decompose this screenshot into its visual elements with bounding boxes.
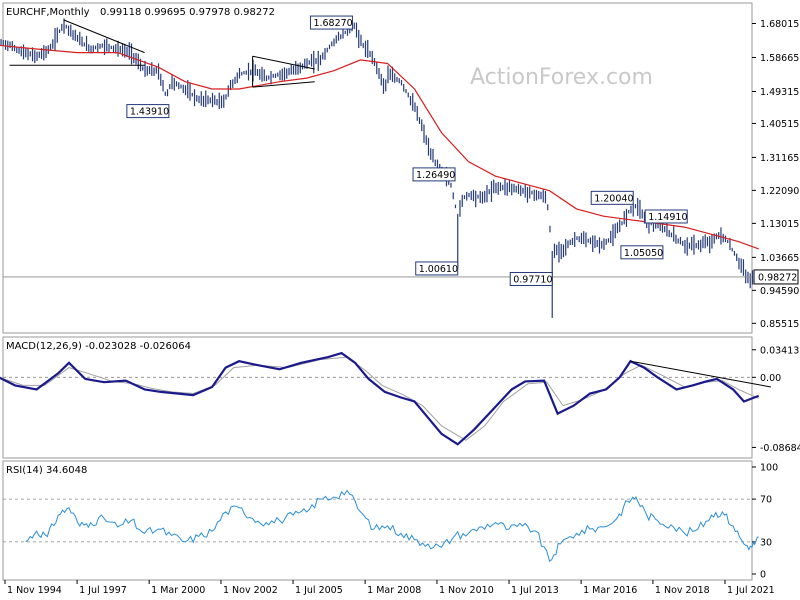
annotation-box: [126, 104, 170, 119]
macd-trendline: [630, 360, 771, 388]
x-tick-label: 1 Nov 1994: [7, 585, 62, 596]
price-annotation: 1.14910: [644, 209, 688, 224]
current-price-label: 0.98272: [758, 272, 797, 283]
macd-y-tick-label: -0.086849: [760, 443, 800, 454]
price-panel-frame: [2, 2, 753, 334]
price-y-tick-label: 1.40515: [760, 119, 799, 130]
price-annotation: 0.97710: [509, 271, 553, 286]
price-annotation: 1.26490: [412, 167, 456, 182]
price-y-tick-label: 1.68015: [760, 19, 799, 30]
annotation-box: [620, 245, 664, 260]
rsi-line: [25, 489, 759, 563]
current-price-frame: [753, 269, 799, 285]
annotation-label: 1.00610: [419, 264, 458, 275]
price-trendline: [63, 19, 145, 54]
rsi-panel-frame: [2, 460, 753, 581]
price-y-tick-label: 1.31165: [760, 153, 799, 164]
macd-panel-title: MACD(12,26,9) -0.023028 -0.026064: [6, 341, 191, 352]
price-y-tick-label: 1.13015: [760, 219, 799, 230]
x-tick-label: 1 Mar 2008: [367, 585, 421, 596]
price-annotations: 1.43910 1.68270 1.26490 1.00610 0.97710 1.200…: [126, 15, 799, 286]
macd-y-tick-label: 0.034137: [760, 345, 800, 356]
annotation-label: 1.68270: [313, 18, 352, 29]
x-tick-label: 1 Jul 2005: [295, 585, 343, 596]
annotation-label: 0.97710: [513, 274, 552, 285]
price-trendline: [252, 55, 315, 70]
macd-panel: MACD(12,26,9) -0.023028 -0.026064 0.0341…: [0, 336, 800, 459]
price-y-tick-label: 0.94590: [760, 286, 799, 297]
x-tick-label: 1 Jul 2013: [511, 585, 559, 596]
annotation-label: 1.43910: [130, 107, 169, 118]
annotation-box: [415, 261, 459, 276]
price-y-tick-label: 1.03665: [760, 253, 799, 264]
x-tick-label: 1 Mar 2000: [151, 585, 205, 596]
price-annotation: 1.43910: [126, 104, 170, 119]
annotation-box: [644, 209, 688, 224]
price-annotation: 1.20040: [590, 190, 634, 205]
x-tick-label: 1 Nov 2002: [223, 585, 278, 596]
price-annotation: 1.00610: [415, 261, 459, 276]
price-y-tick-label: 1.58665: [760, 53, 799, 64]
rsi-y-axis: 100 70 30 0: [752, 463, 778, 581]
current-price-box: 0.98272: [753, 269, 799, 285]
x-tick-label: 1 Mar 2016: [583, 585, 637, 596]
price-annotation: 1.68270: [309, 15, 353, 30]
rsi-panel: RSI(14) 34.6048 100 70 30 0: [2, 460, 778, 581]
price-annotation: 1.05050: [620, 245, 664, 260]
annotation-box: [509, 271, 553, 286]
x-tick-label: 1 Nov 2018: [655, 585, 710, 596]
price-panel-title: EURCHF,Monthly: [6, 7, 90, 18]
watermark: ActionForex.com: [470, 65, 653, 90]
x-tick-label: 1 Nov 2010: [439, 585, 494, 596]
x-axis: 1 Nov 1994 1 Jul 1997 1 Mar 2000 1 Nov 2002…: [4, 580, 775, 596]
rsi-y-tick-label: 70: [760, 495, 772, 506]
price-y-axis: 1.68015 1.58665 1.49315 1.40515 1.31165 1.220…: [752, 19, 799, 330]
macd-panel-frame: [2, 336, 753, 459]
rsi-series: [3, 489, 759, 563]
annotation-box: [590, 190, 634, 205]
macd-y-axis: 0.034137 0.00 -0.086849: [752, 345, 800, 454]
annotation-label: 1.20040: [594, 193, 633, 204]
annotation-box: [309, 15, 353, 30]
price-series: [0, 18, 760, 318]
price-panel-ohlc: 0.99118 0.99695 0.97978 0.98272: [100, 7, 275, 18]
annotation-box: [412, 167, 456, 182]
x-tick-label: 1 Jul 1997: [79, 585, 127, 596]
price-y-tick-label: 1.49315: [760, 87, 799, 98]
rsi-y-tick-label: 30: [760, 537, 772, 548]
price-panel: EURCHF,Monthly 0.99118 0.99695 0.97978 0…: [0, 2, 799, 334]
annotation-label: 1.14910: [648, 212, 687, 223]
rsi-y-tick-label: 100: [760, 463, 778, 474]
rsi-y-tick-label: 0: [760, 570, 766, 581]
price-trendline: [252, 81, 315, 88]
annotation-label: 1.26490: [416, 170, 455, 181]
macd-line: [0, 351, 760, 446]
macd-y-tick-label: 0.00: [760, 373, 781, 384]
price-y-tick-label: 1.22090: [760, 186, 799, 197]
rsi-panel-title: RSI(14) 34.6048: [6, 465, 87, 476]
annotation-label: 1.05050: [624, 248, 663, 259]
price-y-tick-label: 0.85515: [760, 319, 799, 330]
x-tick-label: 1 Jul 2021: [727, 585, 775, 596]
macd-series: [0, 351, 771, 446]
